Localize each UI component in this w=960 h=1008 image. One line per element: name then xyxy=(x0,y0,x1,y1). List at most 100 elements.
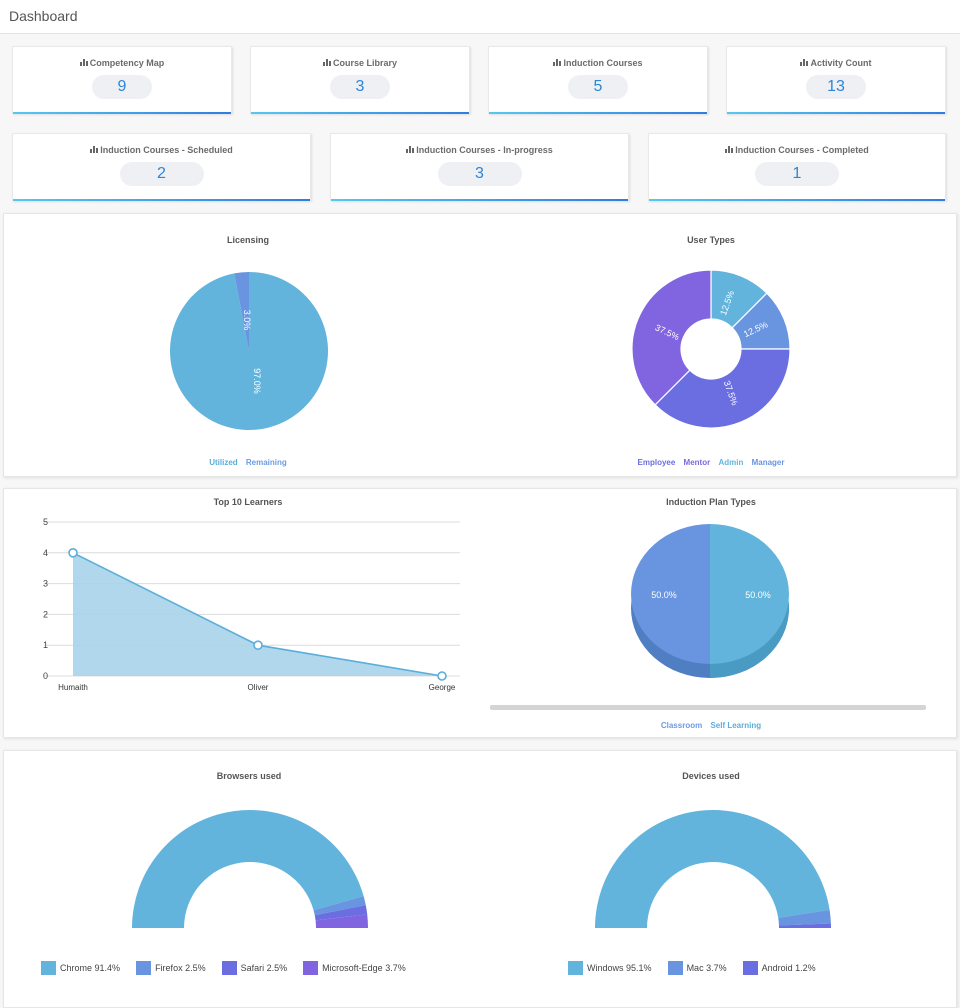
legend-label: Mac xyxy=(686,963,704,973)
induction-plan-legend: Classroom Self Learning xyxy=(561,721,861,730)
data-point-george[interactable] xyxy=(437,671,447,681)
legend-item-windows[interactable]: Windows 95.1% xyxy=(568,961,652,975)
legend-item-employee[interactable]: Employee xyxy=(637,458,676,467)
browsers-legend: Chrome 91.4% Firefox 2.5% Safari 2.5% Mi… xyxy=(41,961,422,975)
pie-slice-classroom[interactable] xyxy=(631,524,710,664)
learners-chart-title: Top 10 Learners xyxy=(213,497,283,507)
x-tick-label: George xyxy=(429,683,456,692)
pie-slice-remaining[interactable] xyxy=(234,272,249,351)
legend-value: 1.2% xyxy=(795,963,816,973)
stat-card-induction-courses[interactable]: Induction Courses 5 xyxy=(488,46,708,114)
legend-value: 3.7% xyxy=(706,963,727,973)
x-tick-label: Humaith xyxy=(58,683,88,692)
legend-swatch xyxy=(742,961,758,975)
legend-item-microsoft-edge[interactable]: Microsoft-Edge 3.7% xyxy=(303,961,406,975)
semi-slice-safari[interactable] xyxy=(314,905,368,921)
induction-plan-scrollbar[interactable] xyxy=(490,705,926,710)
bar-chart-icon xyxy=(800,59,809,66)
pie-slice-self-learning[interactable] xyxy=(710,524,789,664)
legend-item-remaining[interactable]: Remaining xyxy=(245,458,287,467)
stat-card-value: 9 xyxy=(92,75,152,99)
donut-slice-manager[interactable] xyxy=(631,269,712,406)
legend-swatch xyxy=(221,961,237,975)
x-tick-label: Oliver xyxy=(248,683,269,692)
legend-value: 95.1% xyxy=(626,963,652,973)
legend-value: 91.4% xyxy=(94,963,121,973)
bar-chart-icon xyxy=(322,59,331,66)
card-underline xyxy=(489,112,707,114)
stat-card-value: 3 xyxy=(437,162,522,186)
legend-label: Microsoft-Edge xyxy=(322,963,383,973)
devices-chart-title: Devices used xyxy=(682,771,740,781)
stat-card-value: 1 xyxy=(755,162,839,186)
semi-slice-chrome[interactable] xyxy=(132,810,364,928)
data-point-humaith[interactable] xyxy=(68,547,78,558)
stat-card-label-wrap: Induction Courses - In-progress xyxy=(331,145,628,155)
stat-card-label-wrap: Course Library xyxy=(251,58,469,68)
y-tick-label: 5 xyxy=(43,517,48,527)
bar-chart-icon xyxy=(90,146,99,153)
stat-card-competency-map[interactable]: Competency Map 9 xyxy=(12,46,232,114)
stat-card-value: 3 xyxy=(330,75,390,99)
learners-area-chart: 0 1 2 3 4 5 Humaith Oliver George xyxy=(43,517,460,692)
stat-card-induction-scheduled[interactable]: Induction Courses - Scheduled 2 xyxy=(12,133,311,201)
legend-item-classroom[interactable]: Classroom xyxy=(660,721,703,730)
licensing-legend: Utilized Remaining xyxy=(98,458,398,467)
legend-item-safari[interactable]: Safari 2.5% xyxy=(221,961,287,975)
legend-item-self-learning[interactable]: Self Learning xyxy=(710,721,762,730)
legend-label: Firefox xyxy=(155,963,183,973)
legend-item-mac[interactable]: Mac 3.7% xyxy=(667,961,727,975)
semi-slice-firefox[interactable] xyxy=(313,896,366,916)
data-point-oliver[interactable] xyxy=(253,640,263,650)
licensing-label-remaining: 3.0% xyxy=(242,310,252,331)
licensing-pie-chart: 97.0% 3.0% xyxy=(170,272,328,430)
stat-card-label-wrap: Competency Map xyxy=(13,58,231,68)
legend-item-chrome[interactable]: Chrome 91.4% xyxy=(41,961,120,975)
legend-item-mentor[interactable]: Mentor xyxy=(683,458,711,467)
licensing-chart-title: Licensing xyxy=(226,235,269,245)
semi-slice-windows[interactable] xyxy=(595,809,830,928)
page-title: Dashboard xyxy=(9,8,78,24)
pie-slice-utilized[interactable] xyxy=(170,272,328,430)
page-header: Dashboard xyxy=(0,0,960,34)
card-underline xyxy=(727,112,945,114)
stat-card-label: Course Library xyxy=(332,58,398,68)
stat-card-label: Induction Courses - In-progress xyxy=(416,145,553,155)
stat-card-activity-count[interactable]: Activity Count 13 xyxy=(726,46,946,114)
stat-card-label-wrap: Induction Courses - Completed xyxy=(649,145,945,155)
bar-chart-icon xyxy=(406,146,415,153)
card-underline xyxy=(331,199,628,201)
semi-slice-android[interactable] xyxy=(778,923,831,928)
legend-item-firefox[interactable]: Firefox 2.5% xyxy=(136,961,206,975)
plan-label-self-learning: 50.0% xyxy=(745,590,771,600)
stat-card-label: Activity Count xyxy=(810,58,872,68)
stat-card-induction-completed[interactable]: Induction Courses - Completed 1 xyxy=(648,133,946,201)
y-tick-label: 4 xyxy=(43,548,48,558)
legend-item-manager[interactable]: Manager xyxy=(751,458,785,467)
legend-label: Windows xyxy=(587,963,624,973)
stat-card-course-library[interactable]: Course Library 3 xyxy=(250,46,470,114)
stat-card-value: 5 xyxy=(568,75,628,99)
plan-label-classroom: 50.0% xyxy=(651,590,677,600)
browsers-semi-donut-chart xyxy=(132,810,368,928)
legend-item-admin[interactable]: Admin xyxy=(718,458,744,467)
induction-plan-pie-chart: 50.0% 50.0% xyxy=(631,524,789,678)
legend-value: 3.7% xyxy=(385,963,406,973)
legend-item-android[interactable]: Android 1.2% xyxy=(742,961,816,975)
donut-slice-admin[interactable] xyxy=(654,348,791,429)
legend-value: 2.5% xyxy=(185,963,206,973)
user-types-donut-chart: 12.5% 12.5% 37.5% 37.5% xyxy=(631,269,791,429)
stat-card-induction-in-progress[interactable]: Induction Courses - In-progress 3 xyxy=(330,133,629,201)
stat-card-label: Induction Courses - Completed xyxy=(735,145,869,155)
stat-card-label: Induction Courses xyxy=(563,58,643,68)
stat-card-label: Competency Map xyxy=(89,58,165,68)
card-underline xyxy=(251,112,469,114)
user-types-chart-title: User Types xyxy=(687,235,735,245)
semi-slice-microsoft-edge[interactable] xyxy=(315,914,368,928)
bar-chart-icon xyxy=(79,59,88,66)
devices-legend: Windows 95.1% Mac 3.7% Android 1.2% xyxy=(568,961,832,975)
legend-item-utilized[interactable]: Utilized xyxy=(209,458,238,467)
semi-slice-mac[interactable] xyxy=(778,909,831,926)
legend-swatch xyxy=(41,961,56,975)
legend-swatch xyxy=(568,961,583,975)
